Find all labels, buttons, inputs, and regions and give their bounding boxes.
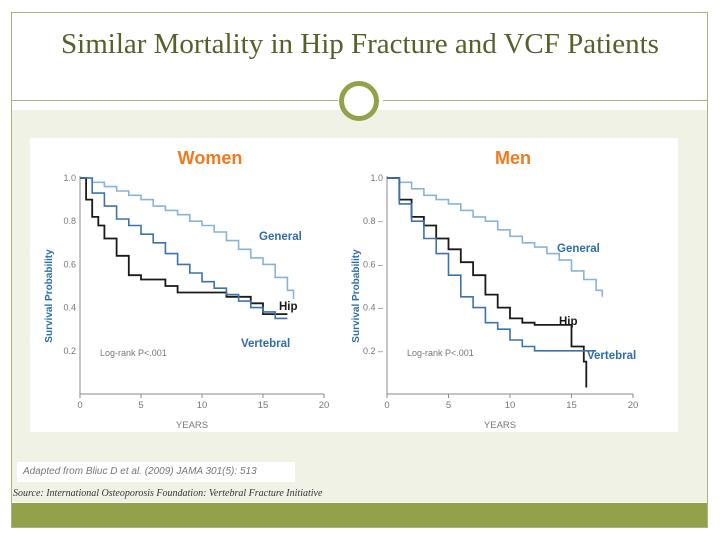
men-panel-title: Men	[495, 148, 531, 168]
women-ytick-label: 0.2	[63, 346, 76, 356]
men-xtick-label: 5	[446, 400, 451, 411]
men-y-axis-label: Survival Probability	[351, 249, 362, 343]
women-x-axis-label: YEARS	[176, 420, 208, 431]
citation-label: Adapted from Bliuc D et al. (2009) JAMA …	[17, 462, 295, 482]
survival-figure: Women 0.2 0.4 0.6 0.8 1.0 0 5 10 15 20 YEARS Surviva…	[30, 138, 678, 432]
men-series-general	[387, 177, 604, 297]
women-ytick-label: 0.6	[63, 259, 76, 269]
women-ytick-label: 0.4	[63, 303, 76, 313]
men-logrank-annotation: Log-rank P<.001	[407, 348, 474, 358]
title-rule-left	[12, 100, 338, 101]
men-xtick-label: 10	[505, 400, 516, 411]
men-x-axis-label: YEARS	[484, 420, 516, 431]
footer-bar	[12, 503, 707, 527]
men-ytick-label: 0.4 –	[363, 303, 383, 313]
women-series-vertebral	[80, 177, 288, 320]
women-xtick-label: 5	[138, 400, 143, 411]
men-xtick-label: 15	[566, 400, 577, 411]
women-y-axis-label: Survival Probability	[44, 249, 55, 343]
men-ytick-label: 0.8 –	[363, 216, 383, 226]
title-rule-right	[383, 100, 708, 101]
men-label-general: General	[557, 243, 600, 255]
men-label-hip: Hip	[559, 316, 578, 328]
men-xtick-label: 20	[628, 400, 639, 411]
women-ytick-label: 1.0	[63, 173, 76, 183]
women-xtick-label: 0	[77, 400, 82, 411]
men-ytick-label: 0.6 –	[363, 259, 383, 269]
men-ytick-label: 0.2 –	[363, 346, 383, 356]
women-series-general	[80, 177, 295, 299]
women-label-vertebral: Vertebral	[241, 338, 290, 350]
source-note: Source: International Osteoporosis Found…	[13, 488, 323, 499]
women-series-hip	[80, 177, 288, 315]
women-label-general: General	[259, 231, 302, 243]
women-xtick-label: 20	[319, 400, 330, 411]
slide-title: Similar Mortality in Hip Fracture and VC…	[61, 28, 659, 60]
men-ytick-label: 1.0	[370, 173, 383, 183]
women-label-hip: Hip	[279, 301, 298, 313]
women-panel-title: Women	[178, 148, 243, 168]
men-series-vertebral	[387, 177, 597, 352]
men-series-hip	[387, 177, 588, 388]
men-label-vertebral: Vertebral	[587, 350, 636, 362]
women-xtick-label: 10	[197, 400, 208, 411]
ring-ornament-icon	[339, 81, 379, 121]
women-logrank-annotation: Log-rank P<.001	[100, 348, 167, 358]
men-xtick-label: 0	[384, 400, 389, 411]
women-ytick-label: 0.8	[63, 216, 76, 226]
women-xtick-label: 15	[258, 400, 269, 411]
survival-charts-svg: Women 0.2 0.4 0.6 0.8 1.0 0 5 10 15 20 YEARS Surviva…	[44, 148, 639, 431]
